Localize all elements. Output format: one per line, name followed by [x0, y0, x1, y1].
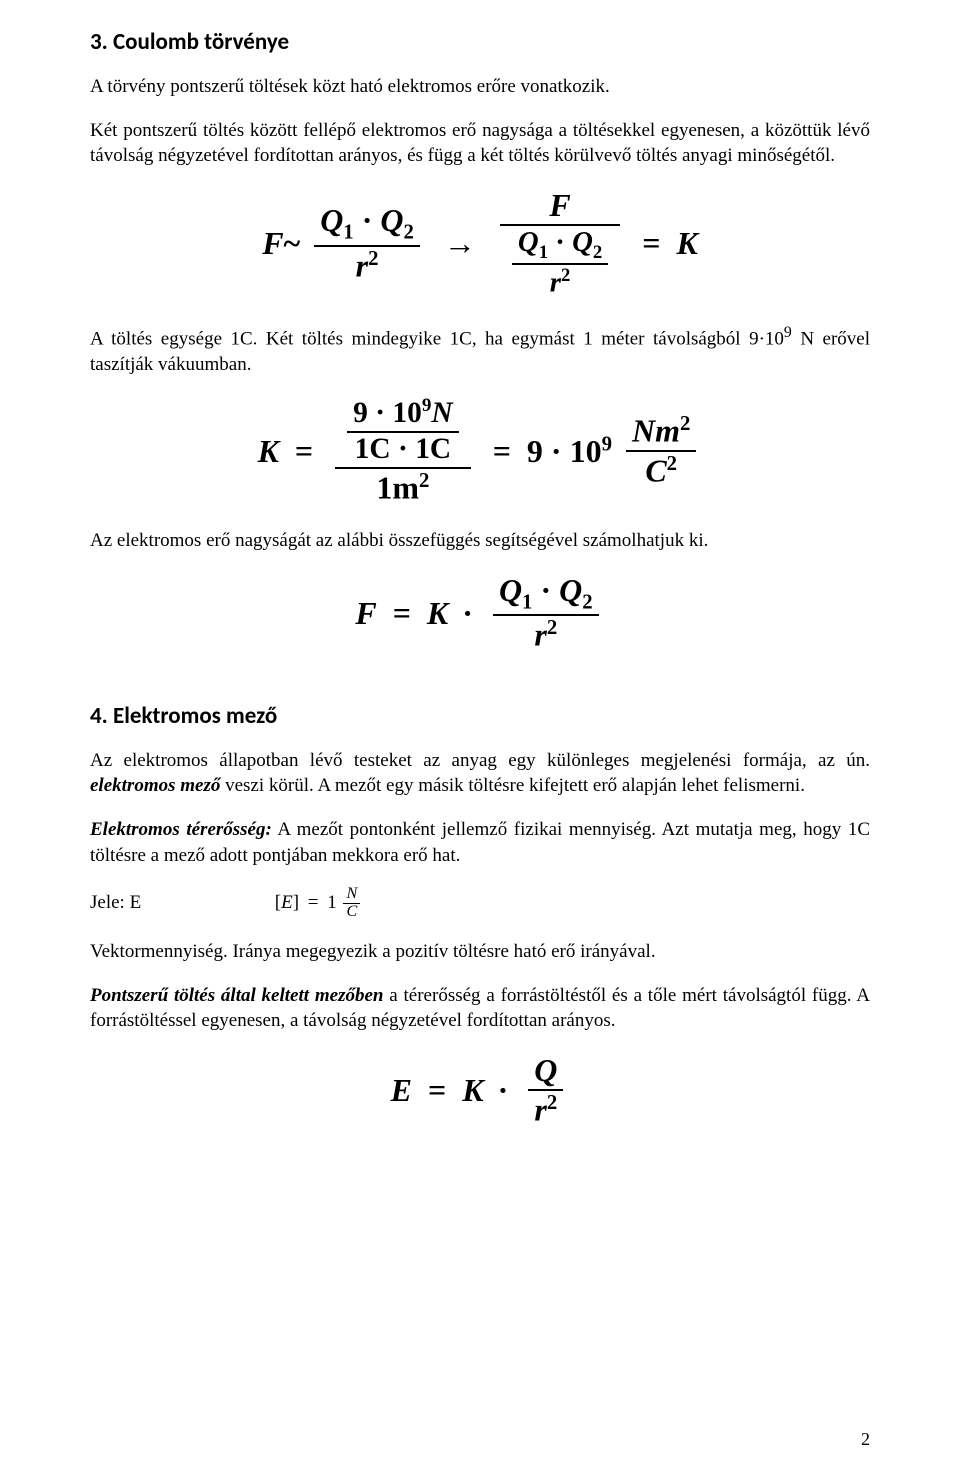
equals-sign: = [642, 224, 660, 262]
equals-sign-f: = [428, 1071, 446, 1109]
symbol-tilde: ~ [284, 224, 301, 262]
formula-proportionality: F~ Q1 · Q2 r2 → F Q1 · Q2 r2 = K [90, 187, 870, 300]
equals-sign-e: = [308, 892, 319, 913]
section-3-title: 3. Coulomb törvénye [90, 28, 870, 56]
exponent-9: 9 [784, 324, 792, 341]
subscript-2: 2 [403, 221, 413, 244]
num-9: 9 [353, 397, 368, 429]
symbol-Q2: Q [380, 202, 403, 238]
section-4-point-charge-field: Pontszerű töltés által keltett mezőben a… [90, 983, 870, 1034]
unit-Nm: Nm [632, 413, 680, 449]
unit-N: N [431, 397, 452, 429]
formula-K-value: K = 9 · 109N 1C · 1C 1m2 = 9 · 109 Nm2 C… [90, 395, 870, 506]
dot-2: · [398, 433, 408, 465]
section-3-intro: A törvény pontszerű töltések közt ható e… [90, 74, 870, 100]
symbol-r-c: r [534, 617, 546, 653]
symbol-dot: · [362, 202, 373, 238]
subscript-1-inner: 1 [539, 241, 548, 262]
sub-2-c: 2 [582, 590, 592, 613]
symbol-Q2-c: Q [559, 572, 582, 608]
symbol-r-inner: r [550, 267, 561, 299]
sq-r-f: 2 [547, 1091, 557, 1114]
exp-9: 9 [422, 395, 432, 416]
num-1-e: 1 [327, 892, 337, 913]
page: 3. Coulomb törvénye A törvény pontszerű … [0, 0, 960, 1468]
section-4-title: 4. Elektromos mező [90, 702, 870, 730]
section-3-force-formula-intro: Az elektromos erő nagyságát az alábbi ös… [90, 528, 870, 554]
symbol-Q1-c: Q [499, 572, 522, 608]
symbol-Q-f: Q [528, 1052, 563, 1091]
unit-C: C [645, 452, 666, 488]
exp-9-b: 9 [602, 432, 612, 455]
subscript-1: 1 [343, 221, 353, 244]
symbol-K: K [676, 224, 697, 262]
num-9-b: 9 [527, 433, 543, 469]
unit-1C-b: 1C [415, 433, 451, 465]
formula-coulomb: F = K · Q1 · Q2 r2 [90, 572, 870, 654]
symbol-Q1-inner: Q [518, 226, 539, 258]
fraction-N-over-C: N C [343, 886, 360, 921]
sq-C: 2 [667, 452, 677, 475]
section-4-field-strength: Elektromos térerősség: A mezőt pontonkén… [90, 817, 870, 868]
term-elektromos-mezo: elektromos mező [90, 775, 220, 796]
sq-Nm: 2 [680, 412, 690, 435]
unit-C-e: C [343, 904, 360, 921]
symbol-F: F [262, 224, 283, 262]
unit-1m: 1m [376, 469, 419, 505]
fraction-q1q2-r2-c: Q1 · Q2 r2 [493, 572, 599, 654]
symbol-E-bracket: E [281, 892, 293, 913]
symbol-Q2-inner: Q [572, 226, 593, 258]
unit-1C-a: 1C [355, 433, 391, 465]
symbol-K-f: K [462, 1071, 483, 1109]
page-number: 2 [861, 1429, 870, 1450]
fraction-F-over-q1q2r2: F Q1 · Q2 r2 [500, 187, 620, 300]
symbol-Q1: Q [320, 202, 343, 238]
symbol-r-f: r [534, 1091, 546, 1127]
dot-f: · [498, 1071, 509, 1109]
dot-3: · [551, 433, 562, 469]
symbol-r: r [356, 247, 368, 283]
equals-sign-k2: = [493, 432, 511, 470]
fraction-Q-r2: Q r2 [528, 1052, 563, 1128]
label-jele-E: Jele: E [90, 892, 270, 914]
sub-1-c: 1 [522, 590, 532, 613]
equals-sign-k: = [295, 432, 313, 470]
symbol-F-c: F [355, 594, 376, 632]
num-10-b: 10 [570, 433, 602, 469]
sq-m: 2 [419, 469, 429, 492]
fraction-unit-Nm2C2: Nm2 C2 [626, 412, 696, 489]
bracket-close: ] [293, 892, 299, 913]
term-tererosseg: Elektromos térerősség: [90, 819, 272, 840]
symbol-F-num: F [500, 187, 620, 226]
sq-r-c: 2 [547, 616, 557, 639]
section-4-intro-a: Az elektromos állapotban lévő testeket a… [90, 750, 870, 771]
term-pontszeru-toltes: Pontszerű töltés által keltett mezőben [90, 985, 383, 1006]
symbol-K-left: K [258, 432, 279, 470]
section-4-intro-b: veszi körül. A mezőt egy másik töltésre … [220, 775, 805, 796]
section-4-vector-note: Vektormennyiség. Iránya megegyezik a poz… [90, 939, 870, 965]
superscript-2-inner: 2 [561, 265, 570, 286]
dot-1: · [375, 397, 385, 429]
num-10: 10 [392, 397, 421, 429]
dot-c: · [462, 594, 473, 632]
fraction-q1q2-r2-left: Q1 · Q2 r2 [314, 202, 420, 284]
unit-expression-E: [E] = 1 N C [275, 892, 363, 913]
section-3-description: Két pontszerű töltés között fellépő elek… [90, 118, 870, 169]
dot-c-num: · [540, 572, 551, 608]
superscript-2: 2 [368, 247, 378, 270]
unit-text-a: A töltés egysége 1C. Két töltés mindegyi… [90, 328, 784, 349]
symbol-K-c: K [427, 594, 448, 632]
unit-N-e: N [343, 886, 360, 904]
arrow-icon: → [444, 224, 476, 262]
symbol-dot-inner: · [555, 226, 565, 258]
symbol-E-f: E [391, 1071, 412, 1109]
field-strength-unit-row: Jele: E [E] = 1 N C [90, 886, 870, 921]
equals-sign-c: = [393, 594, 411, 632]
subscript-2-inner: 2 [593, 241, 602, 262]
section-4-intro: Az elektromos állapotban lévő testeket a… [90, 748, 870, 799]
section-3-unit-note: A töltés egysége 1C. Két töltés mindegyi… [90, 322, 870, 378]
fraction-K-derivation: 9 · 109N 1C · 1C 1m2 [335, 395, 471, 506]
formula-field-strength: E = K · Q r2 [90, 1052, 870, 1128]
